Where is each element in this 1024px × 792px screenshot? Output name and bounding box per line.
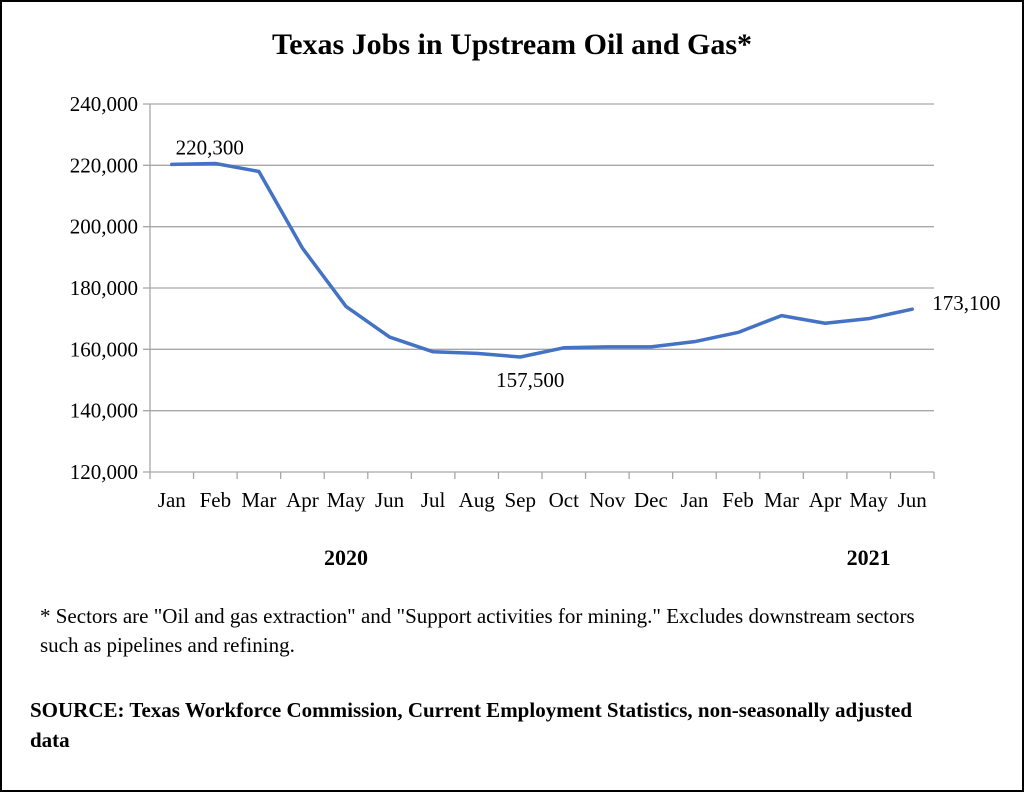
x-tick-label: Jun (898, 488, 928, 512)
data-label: 220,300 (176, 135, 244, 159)
x-tick-label: Feb (200, 488, 232, 512)
y-tick-label: 180,000 (70, 276, 138, 300)
x-tick-label: Jan (158, 488, 186, 512)
x-tick-label: Jun (375, 488, 405, 512)
chart-title: Texas Jobs in Upstream Oil and Gas* (271, 28, 753, 61)
line-chart: 120,000 140,000 160,000 180,000 200,000 220,0… (70, 92, 1001, 570)
x-tick-label: Apr (286, 488, 319, 512)
data-label: 157,500 (496, 368, 564, 392)
y-tick-label: 240,000 (70, 92, 138, 116)
x-tick-label: Apr (809, 488, 842, 512)
x-tick-label: Mar (241, 488, 276, 512)
x-tick-label: Sep (504, 488, 536, 512)
year-labels: 2020 2021 (324, 545, 891, 570)
y-tick-label: 120,000 (70, 460, 138, 484)
y-tick-label: 140,000 (70, 399, 138, 423)
y-tick-label: 160,000 (70, 337, 138, 361)
x-tick-label: May (327, 488, 366, 512)
x-tick-label: Jul (421, 488, 446, 512)
gridlines (143, 103, 934, 473)
x-tick-label: Oct (549, 488, 579, 512)
data-label: 173,100 (932, 291, 1000, 315)
data-labels: 220,300 157,500 173,100 (176, 135, 1001, 392)
x-tick-label: Nov (589, 488, 626, 512)
x-tick-label: Mar (764, 488, 799, 512)
series-line (170, 161, 914, 359)
y-tick-label: 200,000 (70, 215, 138, 239)
x-tick-label: Aug (459, 488, 496, 512)
year-label: 2021 (847, 545, 891, 570)
x-tick-label: May (849, 488, 888, 512)
year-label: 2020 (324, 545, 368, 570)
x-axis: Jan Feb Mar Apr May Jun Jul Aug Sep Oct Nov Dec Jan F… (149, 472, 935, 512)
x-tick-label: Jan (680, 488, 708, 512)
y-tick-label: 220,000 (70, 153, 138, 177)
footnote: * Sectors are "Oil and gas extraction" a… (40, 604, 915, 657)
source-note: SOURCE: Texas Workforce Commission, Curr… (30, 698, 913, 752)
x-tick-label: Dec (634, 488, 668, 512)
y-axis: 120,000 140,000 160,000 180,000 200,000 220,0… (70, 92, 151, 484)
x-tick-label: Feb (722, 488, 754, 512)
